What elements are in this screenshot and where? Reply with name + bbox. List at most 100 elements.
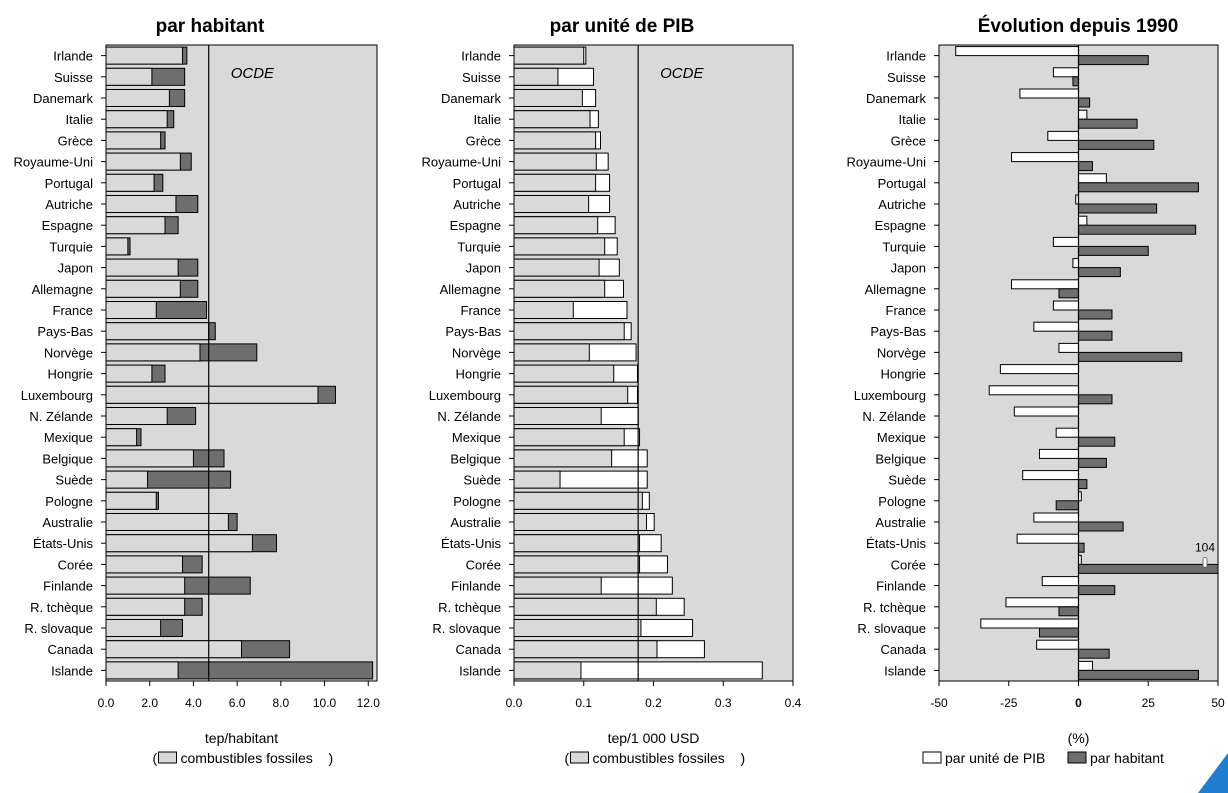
x-tick-label: 0.0 [506,696,523,710]
country-label: Mexique [44,430,93,445]
bar-fossil [513,258,600,277]
bar-per-capita [1078,394,1113,405]
bar-per-capita [1078,330,1113,341]
axis-break-marker [1202,557,1208,568]
legend-swatch-fossil [570,751,589,764]
country-label: Portugal [45,176,94,191]
bar-per-capita [1055,500,1080,511]
bar-per-gdp [1033,512,1079,523]
country-label: Royaume-Uni [422,155,502,170]
country-label: Allemagne [440,282,501,297]
x-tick-label: 0.4 [785,696,802,710]
country-label: Pays-Bas [870,324,926,339]
country-label: Norvège [452,345,501,360]
country-label: Espagne [450,218,501,233]
country-label: Belgique [42,451,93,466]
bar-fossil [513,576,602,595]
bar-fossil [513,534,641,553]
country-label: R. tchèque [863,600,926,615]
bar-per-capita [1078,245,1149,256]
country-label: Suède [888,473,926,488]
country-label: Portugal [453,176,502,191]
bar-per-gdp [1013,406,1080,417]
country-label: Mexique [452,430,501,445]
country-label: Corée [58,557,93,572]
bar-fossil [513,195,590,213]
bar-fossil [105,110,168,129]
x-tick-label: 0.2 [645,696,662,710]
x-tick-label: -50 [930,696,948,710]
legend-paren-open: ( [565,750,570,766]
chart-title: par habitant [156,16,265,37]
bar-per-gdp [955,46,1079,57]
bar-fossil [105,195,177,213]
country-label: Autriche [453,197,501,212]
x-tick-label: 0 [1075,696,1082,710]
bar-fossil [513,640,658,659]
bar-per-capita [1078,203,1158,214]
country-label: Luxembourg [21,388,93,403]
bar-per-capita [1072,76,1080,87]
bar-fossil [105,237,129,256]
bar-per-capita [1078,351,1183,362]
bar-fossil [105,279,181,298]
bar-fossil [105,385,319,404]
country-label: Autriche [45,197,93,212]
bar-per-capita [1078,224,1197,235]
country-label: Islande [51,663,93,678]
bar-per-capita [1078,521,1124,532]
country-label: Irlande [53,49,93,64]
country-label: R. slovaque [857,621,926,636]
bar-per-gdp [1011,279,1079,290]
bar-fossil [105,322,210,341]
country-label: Allemagne [865,282,926,297]
x-tick-label: -25 [1000,696,1018,710]
legend-label-fossil: combustibles fossiles [181,750,313,766]
bar-fossil [513,449,613,468]
country-label: Hongrie [455,367,501,382]
country-label: Canada [47,642,93,657]
bar-fossil [105,89,170,107]
x-tick-label: 10.0 [313,696,337,710]
country-label: Grèce [58,133,93,148]
bar-per-gdp [1078,109,1088,120]
x-tick-label: 4.0 [185,696,202,710]
bar-per-capita [1078,457,1107,468]
bar-per-gdp [1011,152,1079,163]
bar-fossil [105,555,183,574]
bar-per-gdp [1019,88,1079,99]
country-label: R. tchèque [30,600,93,615]
country-label: N. Zélande [437,409,501,424]
chart-panel-3: Évolution depuis 1990 Irlande Suisse Danema… [847,15,1225,766]
bar-fossil [513,301,574,319]
country-label: Pologne [453,494,501,509]
country-label: Pays-Bas [445,324,501,339]
bar-per-gdp [1052,67,1080,78]
country-label: Finlande [876,579,926,594]
country-label: Islande [459,663,501,678]
bar-per-gdp [1047,130,1080,141]
x-tick-label: 8.0 [272,696,289,710]
bar-per-gdp [1036,639,1080,650]
bar-per-gdp [1005,597,1080,608]
legend-paren-open: ( [153,750,158,766]
country-label: Danemark [33,91,93,106]
bar-per-capita [1078,309,1113,320]
country-label: R. slovaque [432,621,501,636]
bar-per-capita [1078,479,1088,490]
bar-per-capita [1078,669,1199,680]
country-label: Royaume-Uni [14,155,94,170]
legend-swatch-per-capita [1067,751,1087,764]
country-label: R. tchèque [438,600,501,615]
bar-fossil [105,301,157,319]
legend-label-fossil: combustibles fossiles [593,750,725,766]
country-label: Turquie [49,239,93,254]
country-label: Portugal [878,176,927,191]
plot-area [513,44,794,682]
bar-fossil [513,322,625,341]
bar-fossil [513,364,615,383]
plot-area [105,44,378,682]
bar-fossil [105,619,162,637]
x-tick-label: 12.0 [357,696,381,710]
bar-fossil [513,597,657,616]
